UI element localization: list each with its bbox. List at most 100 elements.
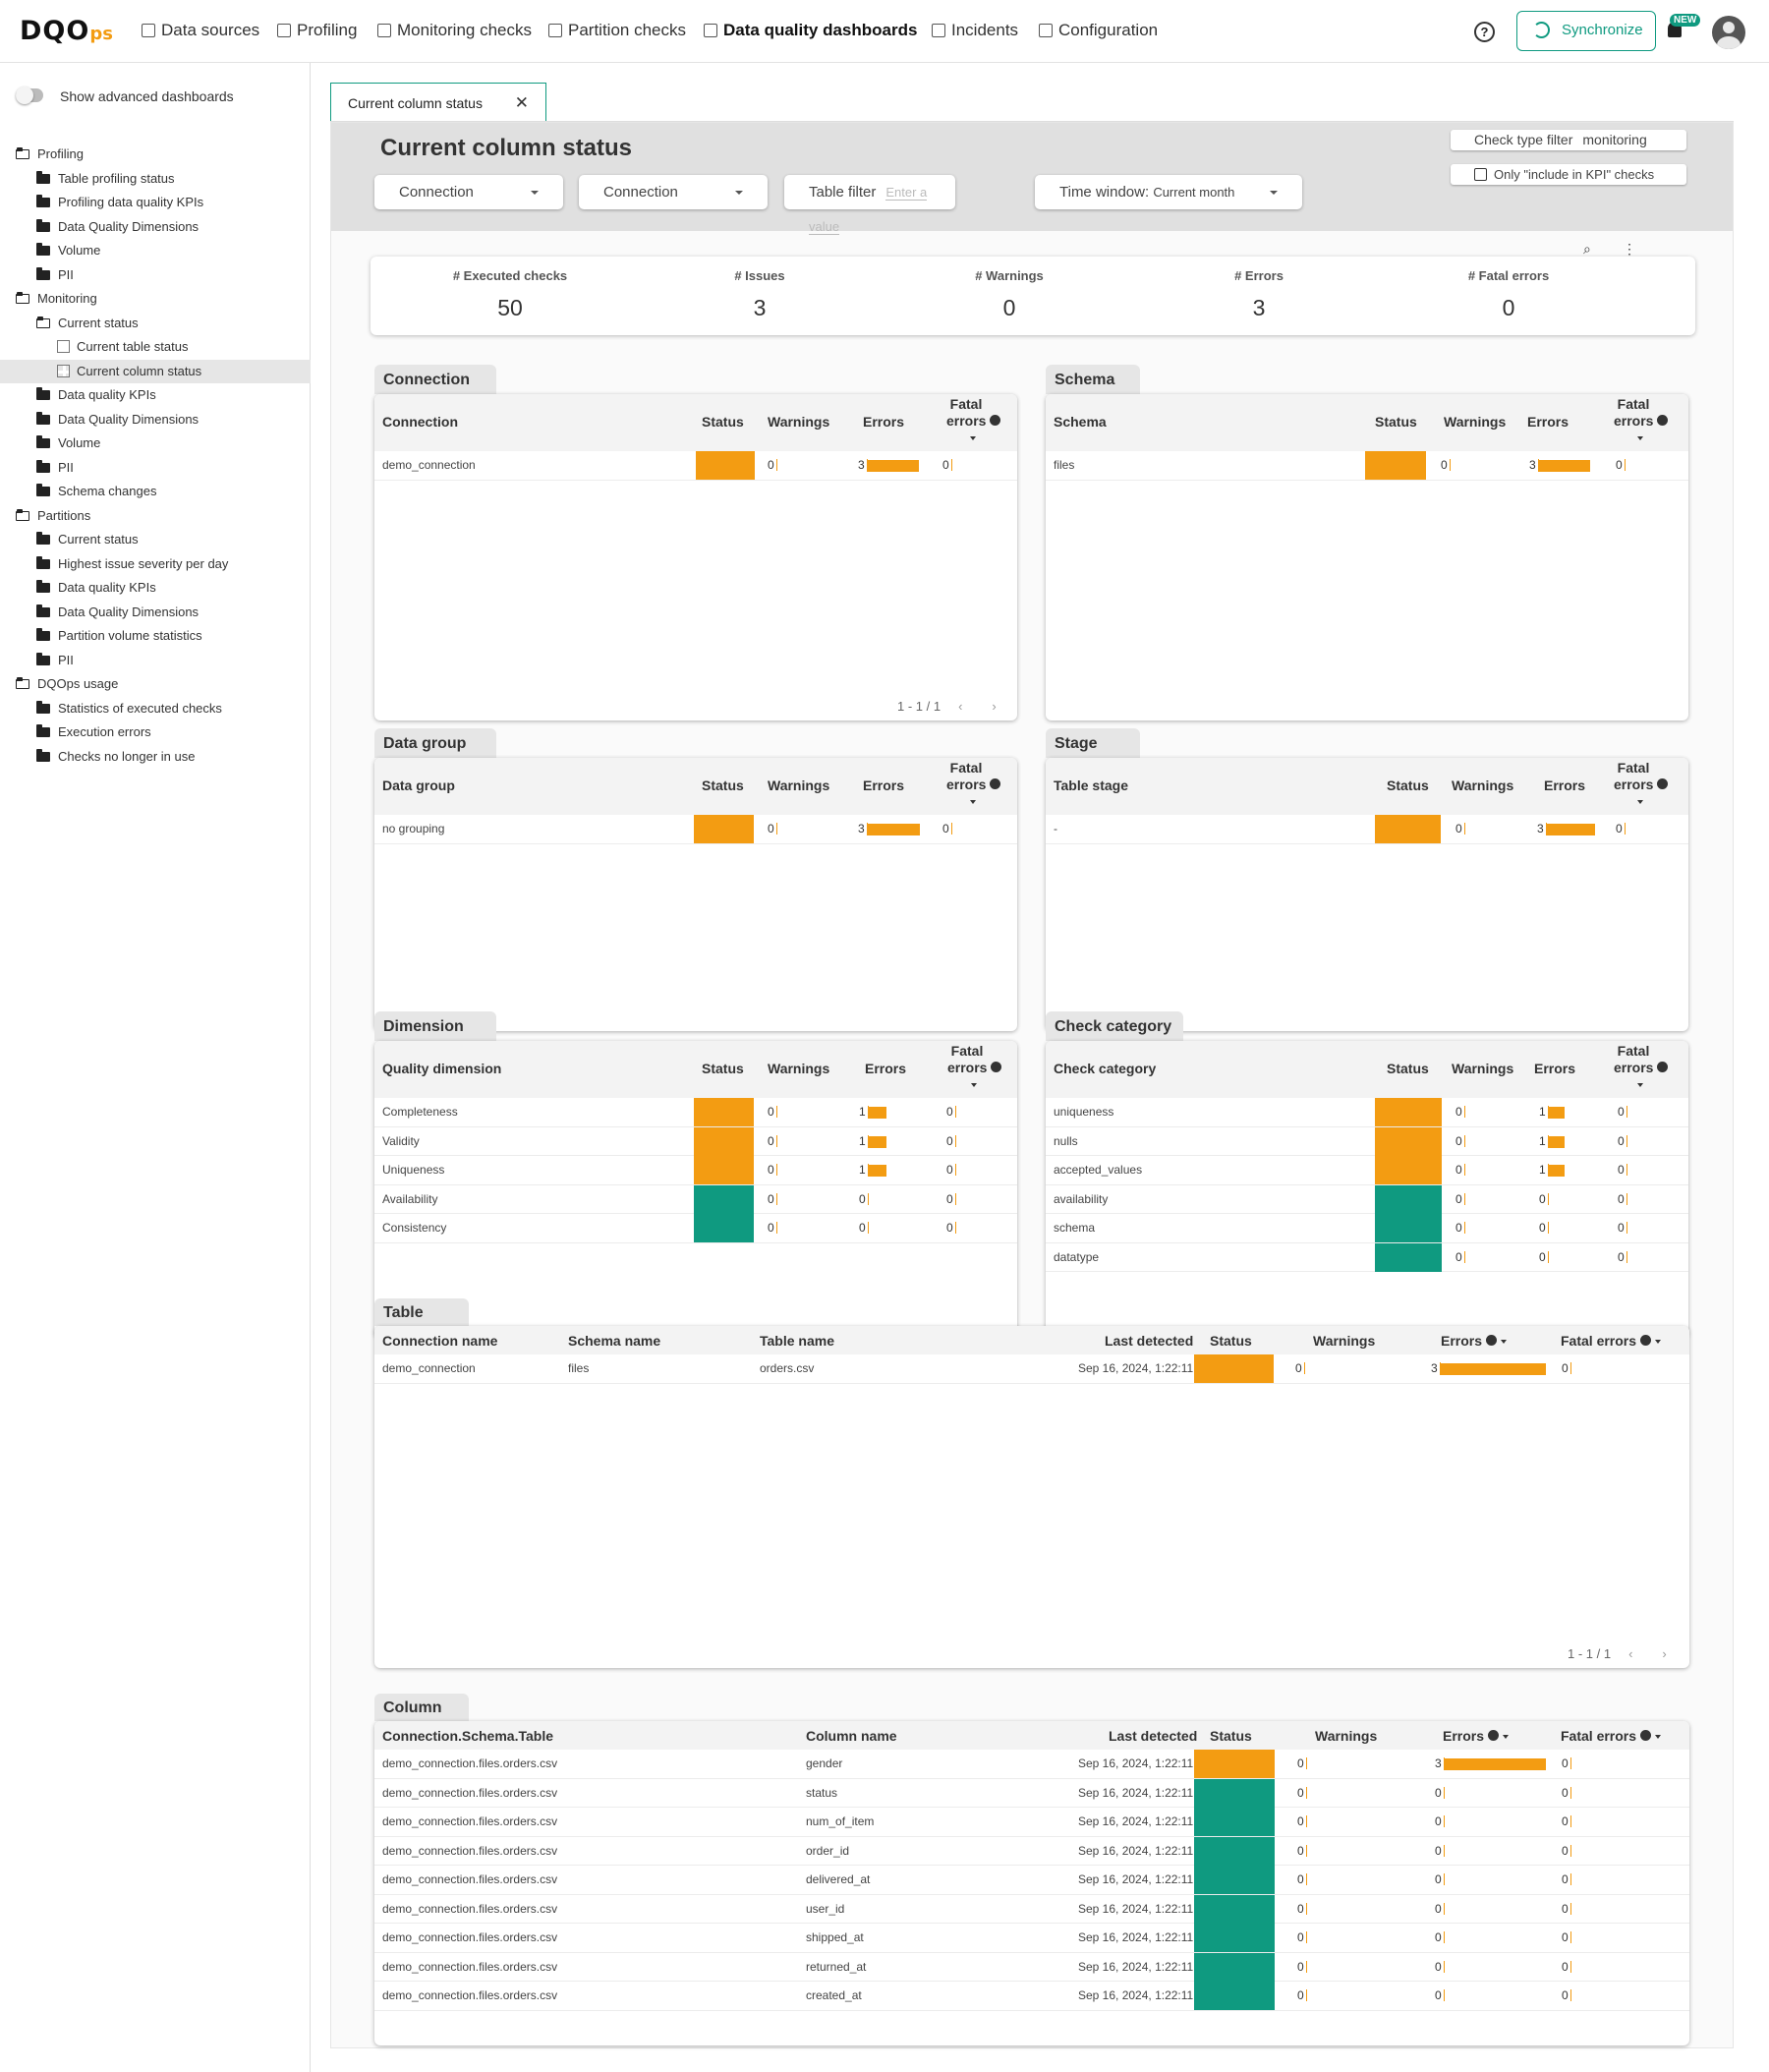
info-icon[interactable] [1639,1335,1651,1346]
prev-page-icon[interactable]: ‹ [1628,1646,1633,1661]
pagination[interactable]: 1 - 1 / 1 ‹ › [1568,1646,1667,1661]
sidebar-item-current-table-status[interactable]: Current table status [0,335,311,360]
sort-icon[interactable] [971,1083,978,1087]
sidebar-item-pii[interactable]: PII [0,263,311,288]
sidebar-item-table-profiling-status[interactable]: Table profiling status [0,167,311,192]
column-header[interactable]: Fatal errors [947,1043,1001,1093]
table-row[interactable]: demo_connection 0 3 0 [374,451,1017,481]
column-header[interactable]: Status [1210,1728,1252,1744]
sort-icon[interactable] [1654,1735,1661,1739]
table-row[interactable]: Availability 0 0 0 [374,1184,1017,1214]
column-header[interactable]: Status [1375,414,1417,430]
sidebar-item-statistics-of-executed-checks[interactable]: Statistics of executed checks [0,697,311,721]
column-header[interactable]: Warnings [1315,1728,1378,1744]
connection-dropdown-2[interactable]: Connection [579,175,768,209]
column-header[interactable]: Status [1387,777,1429,793]
column-header[interactable]: Errors [1527,414,1569,430]
sidebar-item-data-quality-dimensions[interactable]: Data Quality Dimensions [0,408,311,432]
table-row[interactable]: demo_connection.files.orders.csv num_of_i… [374,1808,1689,1837]
table-row[interactable]: Validity 0 1 0 [374,1126,1017,1156]
info-icon[interactable] [1639,1730,1651,1741]
column-header[interactable]: Column name [806,1728,897,1744]
prev-page-icon[interactable]: ‹ [958,699,963,714]
sidebar-item-profiling-data-quality-kpis[interactable]: Profiling data quality KPIs [0,191,311,215]
sidebar-item-schema-changes[interactable]: Schema changes [0,480,311,504]
table-row[interactable]: demo_connection.files.orders.csv returned… [374,1952,1689,1982]
column-header[interactable]: Connection name [382,1333,498,1349]
column-header[interactable]: Errors [1441,1333,1507,1349]
sidebar-item-data-quality-kpis[interactable]: Data quality KPIs [0,383,311,408]
help-icon[interactable]: ? [1474,22,1495,42]
info-icon[interactable] [1656,415,1668,426]
sidebar-item-volume[interactable]: Volume [0,432,311,456]
table-row[interactable]: files 0 3 0 [1046,451,1688,481]
info-icon[interactable] [989,778,1000,789]
table-row[interactable]: uniqueness 0 1 0 [1046,1098,1688,1127]
sidebar-item-highest-issue-severity-per-day[interactable]: Highest issue severity per day [0,552,311,577]
table-row[interactable]: demo_connection.files.orders.csv user_id S… [374,1894,1689,1924]
column-header[interactable]: Warnings [768,777,830,793]
column-header[interactable]: Status [702,1061,744,1076]
table-row[interactable]: Completeness 0 1 0 [374,1098,1017,1127]
sidebar-item-execution-errors[interactable]: Execution errors [0,720,311,745]
sidebar-item-current-status[interactable]: Current status [0,312,311,336]
column-header[interactable]: Warnings [1313,1333,1376,1349]
sidebar-item-dqops-usage[interactable]: DQOps usage [0,672,311,697]
dqops-logo[interactable]: DQOps [20,16,113,46]
column-header[interactable]: Warnings [768,1061,830,1076]
connection-dropdown-1[interactable]: Connection [374,175,563,209]
sort-icon[interactable] [970,436,977,440]
info-icon[interactable] [1656,1062,1668,1072]
table-row[interactable]: Uniqueness 0 1 0 [374,1156,1017,1185]
column-header[interactable]: Table name [760,1333,834,1349]
table-row[interactable]: demo_connection.files.orders.csv delivere… [374,1866,1689,1895]
column-header[interactable]: Last detected [1105,1333,1194,1349]
info-icon[interactable] [989,415,1000,426]
sidebar-item-current-column-status[interactable]: Current column status [0,359,311,383]
table-row[interactable]: schema 0 0 0 [1046,1214,1688,1243]
sort-icon[interactable] [1637,436,1644,440]
column-header[interactable]: Fatal errors [1614,1043,1668,1093]
nav-monitoring-checks[interactable]: Monitoring checks [377,21,532,40]
column-header[interactable]: Data group [382,777,455,793]
column-header[interactable]: Schema [1054,414,1107,430]
sidebar-item-pii[interactable]: PII [0,456,311,481]
sort-icon[interactable] [1654,1340,1661,1344]
table-row[interactable]: Consistency 0 0 0 [374,1214,1017,1243]
table-row[interactable]: demo_connection files orders.csv Sep 16, 20… [374,1354,1689,1384]
column-header[interactable]: Quality dimension [382,1061,502,1076]
column-header[interactable]: Warnings [1452,777,1514,793]
table-row[interactable]: demo_connection.files.orders.csv shipped_… [374,1924,1689,1953]
table-row[interactable]: nulls 0 1 0 [1046,1126,1688,1156]
user-avatar[interactable] [1712,16,1745,49]
nav-incidents[interactable]: Incidents [932,21,1018,40]
table-row[interactable]: datatype 0 0 0 [1046,1242,1688,1272]
next-page-icon[interactable]: › [992,699,997,714]
column-header[interactable]: Fatal errors [1561,1728,1661,1744]
time-window-dropdown[interactable]: Time window: Current month [1035,175,1302,209]
synchronize-button[interactable]: Synchronize [1516,11,1656,51]
column-header[interactable]: Fatal errors [1614,396,1668,446]
table-row[interactable]: demo_connection.files.orders.csv gender Se… [374,1750,1689,1779]
info-icon[interactable] [990,1062,1001,1072]
column-header[interactable]: Connection.Schema.Table [382,1728,553,1744]
sidebar-item-pii[interactable]: PII [0,649,311,673]
column-header[interactable]: Table stage [1054,777,1128,793]
column-header[interactable]: Errors [1443,1728,1509,1744]
sidebar-item-data-quality-dimensions[interactable]: Data Quality Dimensions [0,601,311,625]
column-header[interactable]: Last detected [1109,1728,1198,1744]
column-header[interactable]: Connection [382,414,458,430]
sidebar-item-data-quality-kpis[interactable]: Data quality KPIs [0,576,311,601]
column-header[interactable]: Fatal errors [946,760,1000,810]
table-row[interactable]: no grouping 0 3 0 [374,815,1017,844]
table-row[interactable]: demo_connection.files.orders.csv status Se… [374,1778,1689,1808]
sidebar-item-partition-volume-statistics[interactable]: Partition volume statistics [0,624,311,649]
sidebar-item-checks-no-longer-in-use[interactable]: Checks no longer in use [0,745,311,770]
nav-profiling[interactable]: Profiling [277,21,357,40]
info-icon[interactable] [1656,778,1668,789]
pagination[interactable]: 1 - 1 / 1 ‹ › [897,699,997,714]
next-page-icon[interactable]: › [1662,1646,1667,1661]
check-type-filter[interactable]: Check type filter monitoring [1451,130,1686,150]
column-header[interactable]: Fatal errors [1614,760,1668,810]
nav-partition-checks[interactable]: Partition checks [548,21,686,40]
